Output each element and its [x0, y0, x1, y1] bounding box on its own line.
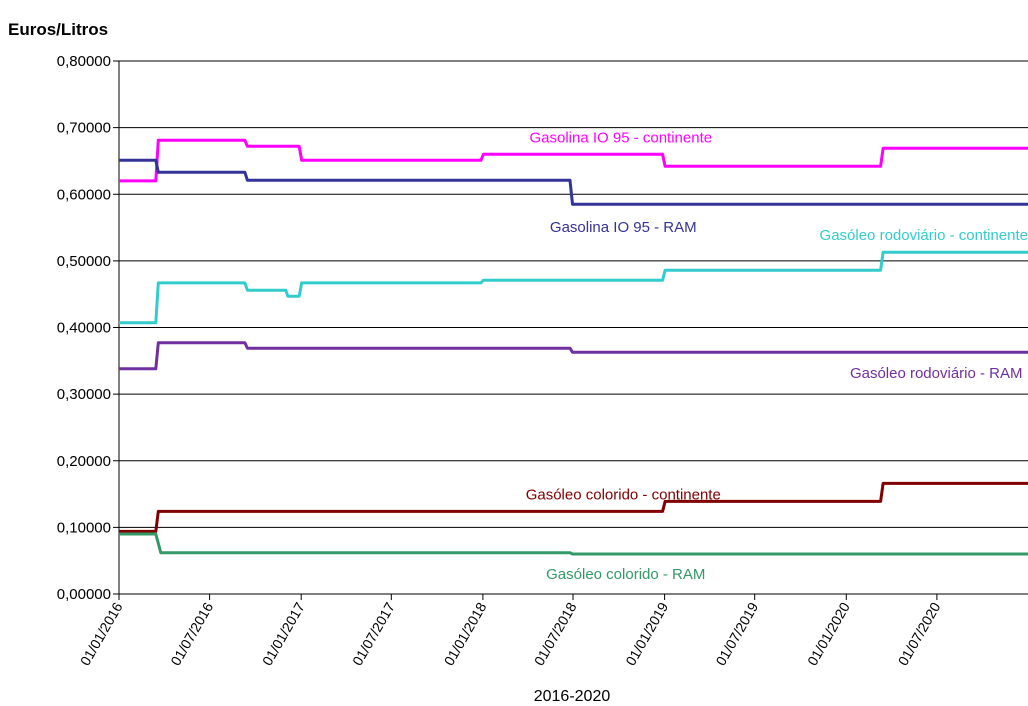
y-tick-label: 0,60000: [57, 186, 111, 203]
x-tick-label: 01/07/2017: [349, 599, 398, 668]
y-tick-label: 0,40000: [57, 320, 111, 337]
gridlines: [119, 60, 1028, 595]
y-tick-label: 0,80000: [57, 53, 111, 70]
axes: 0,00000 0,10000 0,20000 0,30000 0,40000 0,500…: [57, 53, 944, 668]
x-tick-label: 01/07/2020: [895, 599, 944, 668]
x-tick-label: 01/01/2018: [441, 599, 490, 668]
series-label: Gasolina IO 95 - RAM: [550, 219, 697, 236]
series-line: [119, 158, 1028, 206]
series-line: [119, 250, 1028, 325]
y-tick-label: 0,00000: [57, 586, 111, 603]
series-line: [119, 341, 1028, 371]
series-label: Gasóleo colorido - RAM: [546, 566, 705, 583]
x-tick-label: 01/07/2018: [531, 599, 580, 668]
x-tick-label: 01/01/2017: [259, 599, 308, 668]
x-tick-label: 01/01/2019: [622, 599, 671, 668]
x-tick-label: 01/07/2016: [167, 599, 216, 668]
x-tick-label: 01/01/2016: [77, 599, 126, 668]
x-tick-label: 01/07/2019: [712, 599, 761, 668]
y-axis-title: Euros/Litros: [8, 20, 108, 39]
series-lines: [119, 138, 1028, 556]
series-line: [119, 138, 1028, 183]
series-label: Gasolina IO 95 - continente: [529, 129, 712, 146]
y-tick-label: 0,10000: [57, 519, 111, 536]
y-tick-label: 0,20000: [57, 453, 111, 470]
y-tick-label: 0,70000: [57, 120, 111, 137]
series-line: [119, 532, 1028, 556]
y-tick-label: 0,50000: [57, 253, 111, 270]
series-labels: Gasolina IO 95 - continente Gasolina IO 9…: [526, 129, 1028, 583]
series-label: Gasóleo rodoviário - RAM: [850, 365, 1023, 382]
series-label: Gasóleo rodoviário - continente: [820, 227, 1028, 244]
x-axis-title: 2016-2020: [534, 688, 611, 705]
series-line: [119, 481, 1028, 533]
x-tick-label: 01/01/2020: [804, 599, 853, 668]
y-tick-label: 0,30000: [57, 386, 111, 403]
series-label: Gasóleo colorido - continente: [526, 486, 721, 503]
